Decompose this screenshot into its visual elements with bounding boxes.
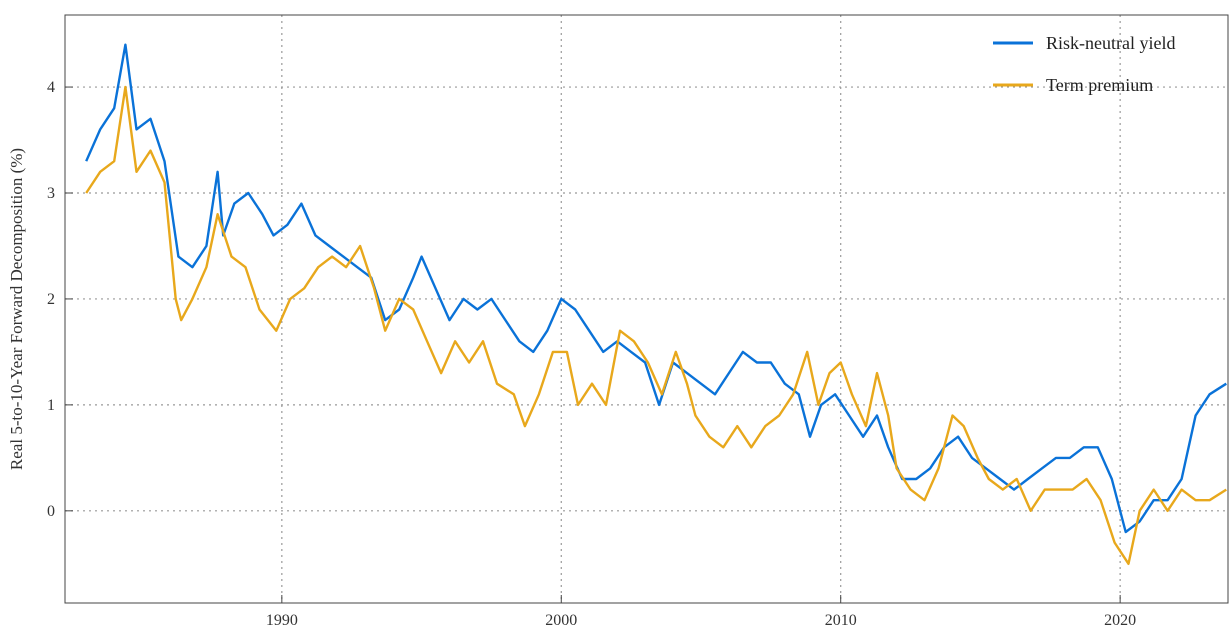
legend-label: Term premium (1046, 75, 1153, 95)
y-tick-label: 4 (47, 79, 55, 96)
x-tick-label: 2010 (825, 612, 857, 629)
x-tick-label: 2020 (1104, 612, 1136, 629)
y-tick-label: 3 (47, 185, 55, 202)
y-tick-label: 0 (47, 503, 55, 520)
line-series (85, 85, 1227, 565)
y-axis-label: Real 5-to-10-Year Forward Decomposition … (7, 148, 26, 470)
legend-label: Risk-neutral yield (1046, 33, 1175, 53)
line-series (85, 43, 1227, 534)
x-tick-label: 2000 (545, 612, 577, 629)
plot-frame (64, 14, 1229, 604)
x-tick-label: 1990 (266, 612, 298, 629)
y-tick-label: 2 (47, 291, 55, 308)
y-tick-label: 1 (47, 397, 55, 414)
